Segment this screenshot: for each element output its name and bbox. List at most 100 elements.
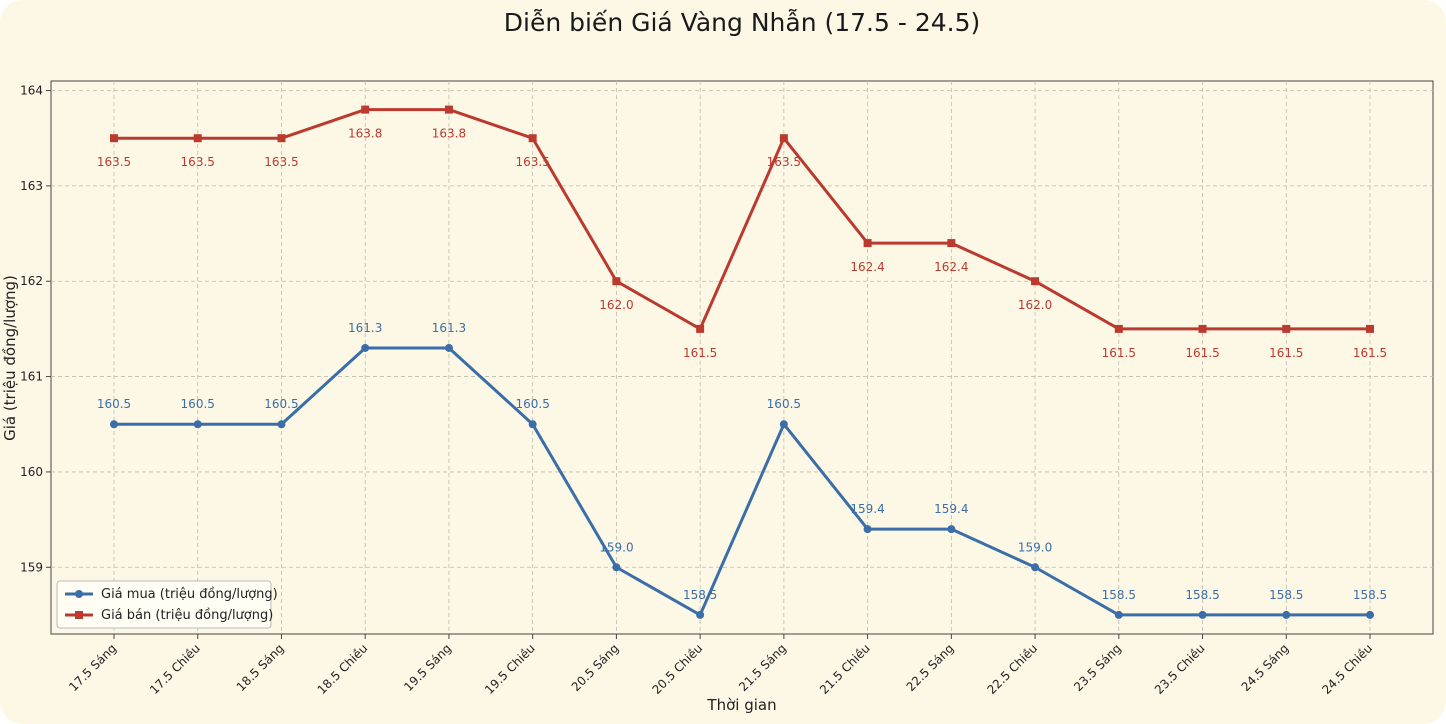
data-point bbox=[1282, 324, 1291, 333]
series-layer bbox=[110, 105, 1374, 619]
data-label: 161.5 bbox=[1353, 346, 1387, 360]
data-point bbox=[779, 420, 788, 429]
data-label: 161.3 bbox=[432, 321, 466, 335]
x-tick-label: 24.5 Chiều bbox=[1319, 641, 1375, 697]
data-label: 161.5 bbox=[1185, 346, 1219, 360]
data-label: 161.5 bbox=[1269, 346, 1303, 360]
data-point bbox=[444, 105, 453, 114]
y-tick-label: 164 bbox=[20, 84, 43, 98]
data-label: 159.4 bbox=[850, 502, 884, 516]
data-point bbox=[1282, 610, 1291, 619]
data-label: 162.0 bbox=[1018, 298, 1052, 312]
y-tick-label: 163 bbox=[20, 179, 43, 193]
data-label: 160.5 bbox=[767, 397, 801, 411]
legend-label: Giá mua (triệu đồng/lượng) bbox=[101, 587, 278, 602]
data-point bbox=[863, 239, 872, 248]
data-point bbox=[361, 343, 370, 352]
data-point bbox=[528, 134, 537, 143]
data-point bbox=[110, 420, 118, 429]
data-point bbox=[1114, 324, 1123, 333]
data-label: 163.5 bbox=[97, 155, 131, 169]
x-axis-ticks: 17.5 Sáng 17.5 Chiều 18.5 Sáng 18.5 Chiều 19… bbox=[66, 634, 1375, 697]
data-label: 161.5 bbox=[683, 346, 717, 360]
data-label: 158.5 bbox=[1353, 588, 1387, 602]
data-point bbox=[612, 277, 621, 286]
data-label: 159.4 bbox=[934, 502, 968, 516]
y-tick-label: 162 bbox=[20, 274, 43, 288]
data-label: 163.5 bbox=[181, 155, 215, 169]
data-label: 158.5 bbox=[1269, 588, 1303, 602]
data-labels: 160.5 160.5 160.5 161.3 161.3 160.5 159.0 158.5… bbox=[97, 127, 1387, 602]
grid bbox=[51, 81, 1433, 634]
data-label: 161.5 bbox=[1102, 346, 1136, 360]
data-point bbox=[612, 563, 621, 572]
chart-title: Diễn biến Giá Vàng Nhẫn (17.5 - 24.5) bbox=[504, 8, 981, 37]
data-point bbox=[528, 420, 537, 429]
legend-box bbox=[56, 580, 272, 629]
x-tick-label: 20.5 Sáng bbox=[569, 641, 622, 694]
data-point bbox=[277, 134, 286, 143]
x-tick-label: 22.5 Sáng bbox=[904, 641, 957, 694]
data-label: 158.5 bbox=[1185, 588, 1219, 602]
legend-label: Giá bán (triệu đồng/lượng) bbox=[101, 608, 273, 623]
y-axis-ticks: 159 160 161 162 163 164 bbox=[20, 84, 51, 574]
x-tick-label: 21.5 Sáng bbox=[736, 641, 789, 694]
data-point bbox=[1031, 563, 1040, 572]
data-point bbox=[193, 134, 202, 143]
data-label: 162.4 bbox=[934, 260, 968, 274]
data-label: 158.5 bbox=[683, 588, 717, 602]
data-point bbox=[696, 610, 705, 619]
y-tick-label: 160 bbox=[20, 465, 43, 479]
data-label: 160.5 bbox=[97, 397, 131, 411]
y-tick-label: 161 bbox=[20, 370, 43, 384]
x-tick-label: 18.5 Chiều bbox=[315, 641, 371, 697]
x-tick-label: 23.5 Chiều bbox=[1152, 641, 1208, 697]
data-point bbox=[1198, 324, 1207, 333]
x-tick-label: 22.5 Chiều bbox=[984, 641, 1040, 697]
x-tick-label: 17.5 Chiều bbox=[147, 641, 203, 697]
data-label: 163.8 bbox=[348, 127, 382, 141]
data-label: 160.5 bbox=[515, 397, 549, 411]
data-point bbox=[863, 525, 872, 534]
data-point bbox=[1114, 610, 1123, 619]
data-label: 158.5 bbox=[1102, 588, 1136, 602]
x-tick-label: 20.5 Chiều bbox=[650, 641, 706, 697]
x-tick-label: 19.5 Sáng bbox=[401, 641, 454, 694]
series-line bbox=[114, 108, 1370, 331]
data-label: 159.0 bbox=[1018, 540, 1052, 554]
data-point bbox=[1198, 610, 1207, 619]
x-tick-label: 18.5 Sáng bbox=[234, 641, 287, 694]
data-label: 160.5 bbox=[181, 397, 215, 411]
data-label: 161.3 bbox=[348, 321, 382, 335]
data-point bbox=[947, 239, 956, 248]
x-tick-label: 19.5 Chiều bbox=[482, 641, 538, 697]
data-point bbox=[947, 525, 956, 534]
data-point bbox=[110, 134, 118, 143]
data-point bbox=[444, 343, 453, 352]
x-axis-label: Thời gian bbox=[706, 696, 776, 714]
y-tick-label: 159 bbox=[20, 560, 43, 574]
x-tick-label: 24.5 Sáng bbox=[1239, 641, 1292, 694]
y-axis-label: Giá (triệu đồng/lượng) bbox=[1, 275, 19, 441]
data-label: 163.5 bbox=[264, 155, 298, 169]
legend: Giá mua (triệu đồng/lượng) Giá bán (triệu… bbox=[56, 580, 278, 629]
data-point bbox=[1031, 277, 1040, 286]
data-label: 162.4 bbox=[850, 260, 884, 274]
data-point bbox=[779, 134, 788, 143]
legend-marker bbox=[75, 590, 83, 598]
data-point bbox=[1366, 610, 1374, 619]
x-tick-label: 21.5 Chiều bbox=[817, 641, 873, 697]
data-point bbox=[696, 324, 705, 333]
data-label: 163.8 bbox=[432, 127, 466, 141]
data-point bbox=[1366, 324, 1374, 333]
series-line bbox=[114, 346, 1370, 617]
data-point bbox=[361, 105, 370, 114]
data-point bbox=[277, 420, 286, 429]
x-tick-label: 23.5 Sáng bbox=[1071, 641, 1124, 694]
data-label: 159.0 bbox=[599, 540, 633, 554]
legend-marker bbox=[75, 611, 83, 619]
data-point bbox=[193, 420, 202, 429]
data-label: 163.5 bbox=[515, 155, 549, 169]
plot-area bbox=[50, 80, 1434, 635]
